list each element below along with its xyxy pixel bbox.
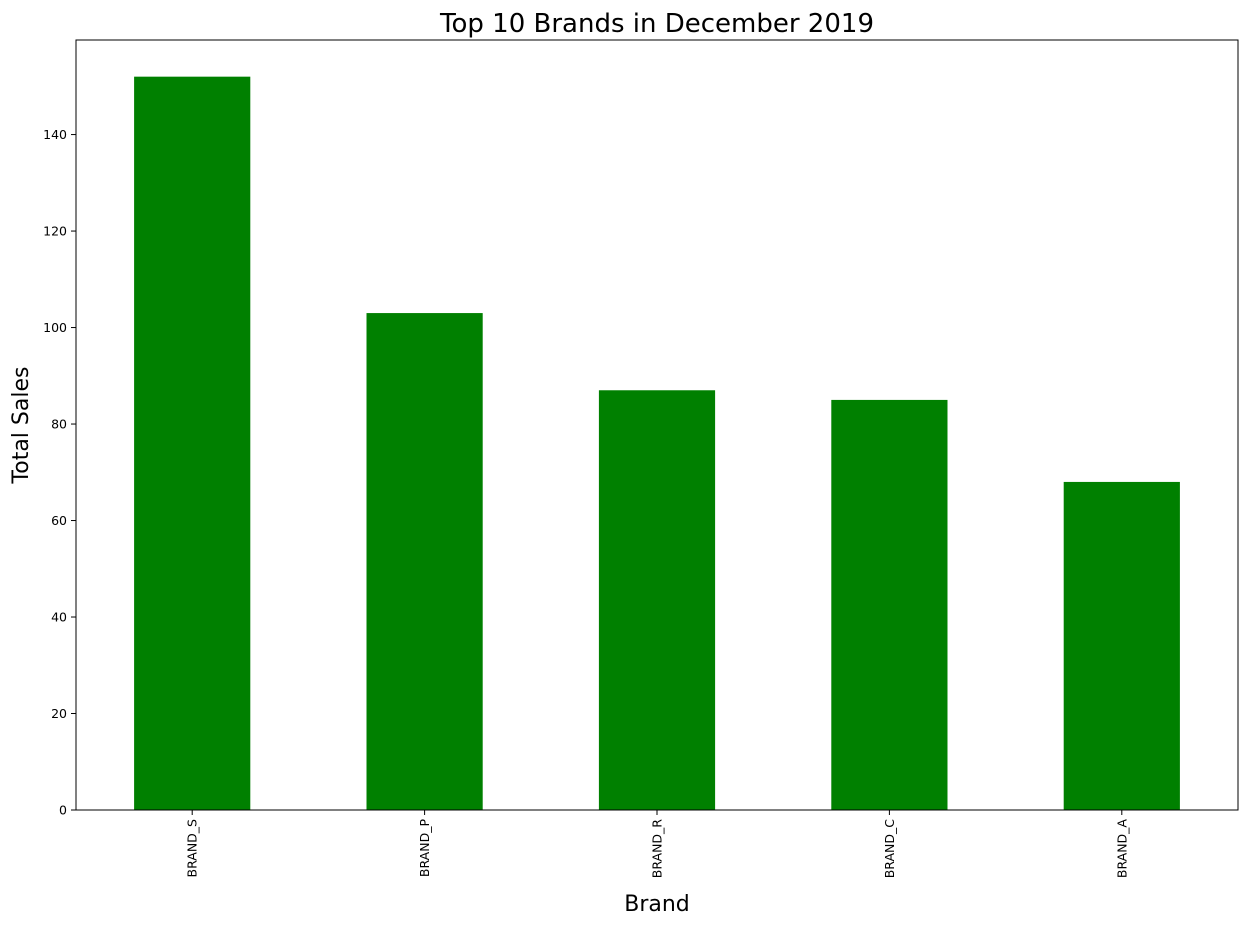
y-tick-label: 40 [51, 610, 67, 625]
x-tick-label: BRAND_A [1114, 819, 1129, 879]
x-tick-label: BRAND_S [185, 819, 200, 878]
x-axis-ticks: BRAND_S BRAND_P BRAND_R BRAND_C BRAND_A [185, 810, 1129, 879]
x-axis-label: Brand [624, 892, 690, 917]
bar-brand-c [831, 399, 948, 810]
y-tick-label: 20 [51, 706, 67, 721]
chart-title: Top 10 Brands in December 2019 [439, 9, 874, 39]
y-tick-label: 80 [51, 417, 67, 432]
x-tick-label: BRAND_P [417, 819, 432, 878]
y-tick-label: 140 [43, 127, 67, 142]
y-axis-ticks: 0 20 40 60 80 100 120 140 [43, 127, 76, 818]
x-tick-label: BRAND_C [882, 819, 897, 879]
plot-frame [75, 39, 1239, 811]
y-tick-label: 60 [51, 513, 67, 528]
y-tick-label: 120 [43, 224, 67, 239]
y-tick-label: 0 [59, 803, 67, 818]
y-axis-label: Total Sales [9, 367, 34, 485]
bars-group [134, 76, 1180, 810]
bar-brand-r [598, 390, 716, 810]
y-tick-label: 100 [43, 320, 67, 335]
bar-brand-p [366, 313, 483, 810]
bar-brand-a [1063, 481, 1180, 810]
bar-brand-s [134, 76, 251, 810]
x-tick-label: BRAND_R [650, 819, 665, 879]
